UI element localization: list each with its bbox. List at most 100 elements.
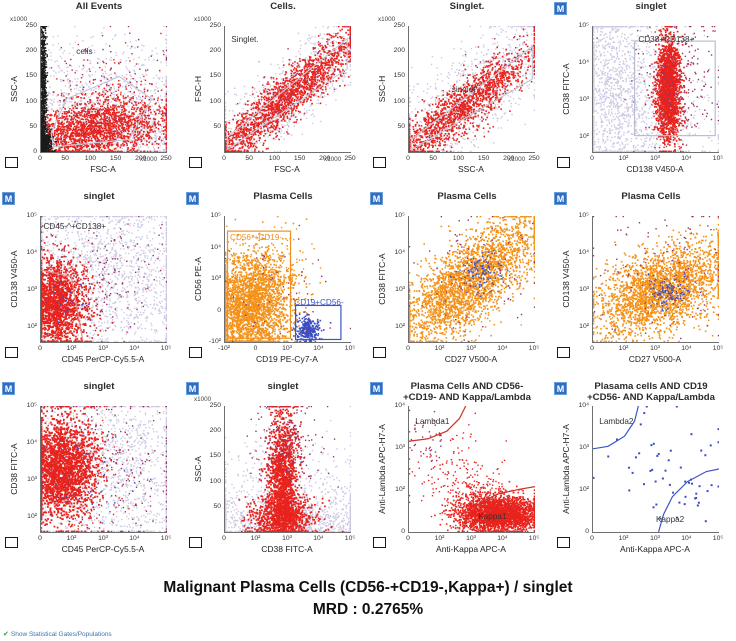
flow-plot-panel[interactable]: M Plasma Cells CD38 FITC-A 10² 10³ 10⁴ 10⁵ 0 10²… (368, 190, 552, 380)
plot-frame (592, 216, 719, 343)
plot-title-line: Plasma Cells AND CD56- (410, 381, 524, 392)
maximize-badge[interactable]: M (370, 192, 383, 205)
result-title: Malignant Plasma Cells (CD56-+CD19-,Kapp… (163, 579, 573, 596)
y-tick-label: 10⁵ (394, 212, 405, 219)
plot-title: Plasama cells AND CD19 +CD56- AND Kappa/L… (568, 381, 734, 403)
y-tick-label: 10⁴ (26, 248, 37, 256)
y-tick-label: 250 (25, 22, 37, 29)
plot-frame: Lambda1 Kappa1 (408, 406, 535, 533)
result-summary: Malignant Plasma Cells (CD56-+CD19-,Kapp… (0, 579, 736, 619)
plot-title: Plasma Cells (200, 191, 366, 203)
plot-title-line: All Events (75, 1, 123, 12)
y-tick-label: 10⁴ (394, 402, 405, 409)
y-tick-label: 50 (213, 122, 221, 130)
scatter-canvas (593, 26, 719, 152)
y-tick-label: 10⁵ (578, 22, 589, 29)
show-statistics-link[interactable]: ✔ Show Statistical Gates/Populations (3, 630, 112, 639)
scatter-canvas (409, 26, 535, 152)
plot-title: All Events (16, 1, 182, 13)
y-tick-label: 10² (579, 322, 589, 330)
x-axis-label: CD45 PerCP-Cy5.5-A (61, 354, 145, 364)
x-tick-label: 250 (344, 155, 356, 162)
flow-plot-panel[interactable]: M Plasama cells AND CD19 +CD56- AND Kappa/… (552, 380, 736, 570)
region-gate-icon[interactable] (373, 347, 386, 358)
x-tick-label: -10² (217, 345, 231, 352)
region-gate-icon[interactable] (5, 347, 18, 358)
flow-plot-panel[interactable]: Cells. x1000 FSC-H Singlet. 50 100 150 200 250 0 5… (184, 0, 368, 190)
scatter-canvas (41, 406, 167, 532)
plot-title: singlet (16, 381, 182, 393)
y-axis-multiplier: x1000 (194, 396, 212, 403)
plot-title: Plasma Cells AND CD56- +CD19- AND Kappa/L… (384, 381, 550, 403)
maximize-badge[interactable]: M (2, 192, 15, 205)
y-axis-label: SSC-A (9, 76, 19, 102)
region-gate-icon[interactable] (189, 157, 202, 168)
maximize-badge[interactable]: M (554, 382, 567, 395)
scatter-canvas (409, 406, 535, 532)
gate-label: CD45-^+CD138+ (43, 222, 107, 232)
x-tick-label: 10² (434, 345, 445, 352)
x-tick-label: 150 (293, 155, 306, 162)
x-tick-label: 10³ (650, 535, 660, 542)
x-axis-label: FSC-A (274, 164, 300, 174)
flow-plot-panel[interactable]: Singlet. x1000 SSC-H singlet 50 100 150 200 250 0… (368, 0, 552, 190)
y-tick-label: 10³ (579, 285, 589, 293)
x-tick-label: 0 (222, 535, 226, 542)
y-axis-multiplier: x1000 (10, 16, 28, 23)
flow-plot-panel[interactable]: All Events x1000 SSC-A cells 0 50 100 150 200 250… (0, 0, 184, 190)
x-tick-label: 10⁵ (160, 345, 172, 352)
plot-title: Plasma Cells (568, 191, 734, 203)
maximize-badge[interactable]: M (186, 192, 199, 205)
gate-label: singlet (451, 85, 476, 94)
y-tick-label: 200 (209, 427, 221, 435)
x-tick-label: 10⁴ (681, 345, 692, 352)
y-tick-label: 10³ (27, 285, 37, 293)
plot-title: singlet (200, 381, 366, 393)
maximize-badge[interactable]: M (554, 192, 567, 205)
plot-frame: cells (40, 26, 167, 153)
y-axis-label: SSC-A (193, 456, 203, 482)
maximize-badge[interactable]: M (2, 382, 15, 395)
region-gate-icon[interactable] (189, 537, 202, 548)
region-gate-icon[interactable] (189, 347, 202, 358)
plot-title-line: Plasma Cells (437, 191, 497, 202)
maximize-badge[interactable]: M (554, 2, 567, 15)
region-gate-icon[interactable] (557, 537, 570, 548)
flow-plot-panel[interactable]: M Plasma Cells CD138 V450-A 10² 10³ 10⁴ 10⁵ 0 10… (552, 190, 736, 380)
region-gate-icon[interactable] (373, 537, 386, 548)
region-gate-icon[interactable] (5, 157, 18, 168)
y-tick-label: 10³ (27, 475, 37, 483)
gate-label: Lambda2 (599, 417, 634, 427)
flow-plot-panel[interactable]: M Plasma Cells CD56 PE-A CD56-+CD19- CD19+CD… (184, 190, 368, 380)
y-tick-label: 10² (579, 132, 589, 140)
x-tick-label: 50 (245, 155, 253, 162)
scatter-canvas (225, 406, 351, 532)
region-gate-icon[interactable] (557, 347, 570, 358)
maximize-badge[interactable]: M (370, 382, 383, 395)
y-tick-label: 0 (33, 148, 37, 155)
y-tick-label: 0 (585, 528, 589, 535)
plot-frame: Singlet. (224, 26, 351, 153)
flow-plot-panel[interactable]: M Plasma Cells AND CD56- +CD19- AND Kappa/… (368, 380, 552, 570)
plot-frame: singlet (408, 26, 535, 153)
plot-frame (224, 406, 351, 533)
y-tick-label: 10³ (579, 95, 589, 103)
plot-frame: Lambda2 Kappa2 (592, 406, 719, 533)
gate-label: Kappa1 (478, 511, 507, 521)
plot-title: Singlet. (384, 1, 550, 13)
y-tick-label: 10⁴ (26, 438, 37, 446)
region-gate-icon[interactable] (557, 157, 570, 168)
region-gate-icon[interactable] (373, 157, 386, 168)
y-tick-label: 150 (393, 72, 405, 80)
plot-title-line: Plasma Cells (253, 191, 313, 202)
y-tick-label: 10² (27, 512, 37, 520)
region-gate-icon[interactable] (5, 537, 18, 548)
maximize-badge[interactable]: M (186, 382, 199, 395)
plot-frame: CD45-^+CD138+ (40, 216, 167, 343)
x-tick-label: 10² (66, 535, 77, 542)
